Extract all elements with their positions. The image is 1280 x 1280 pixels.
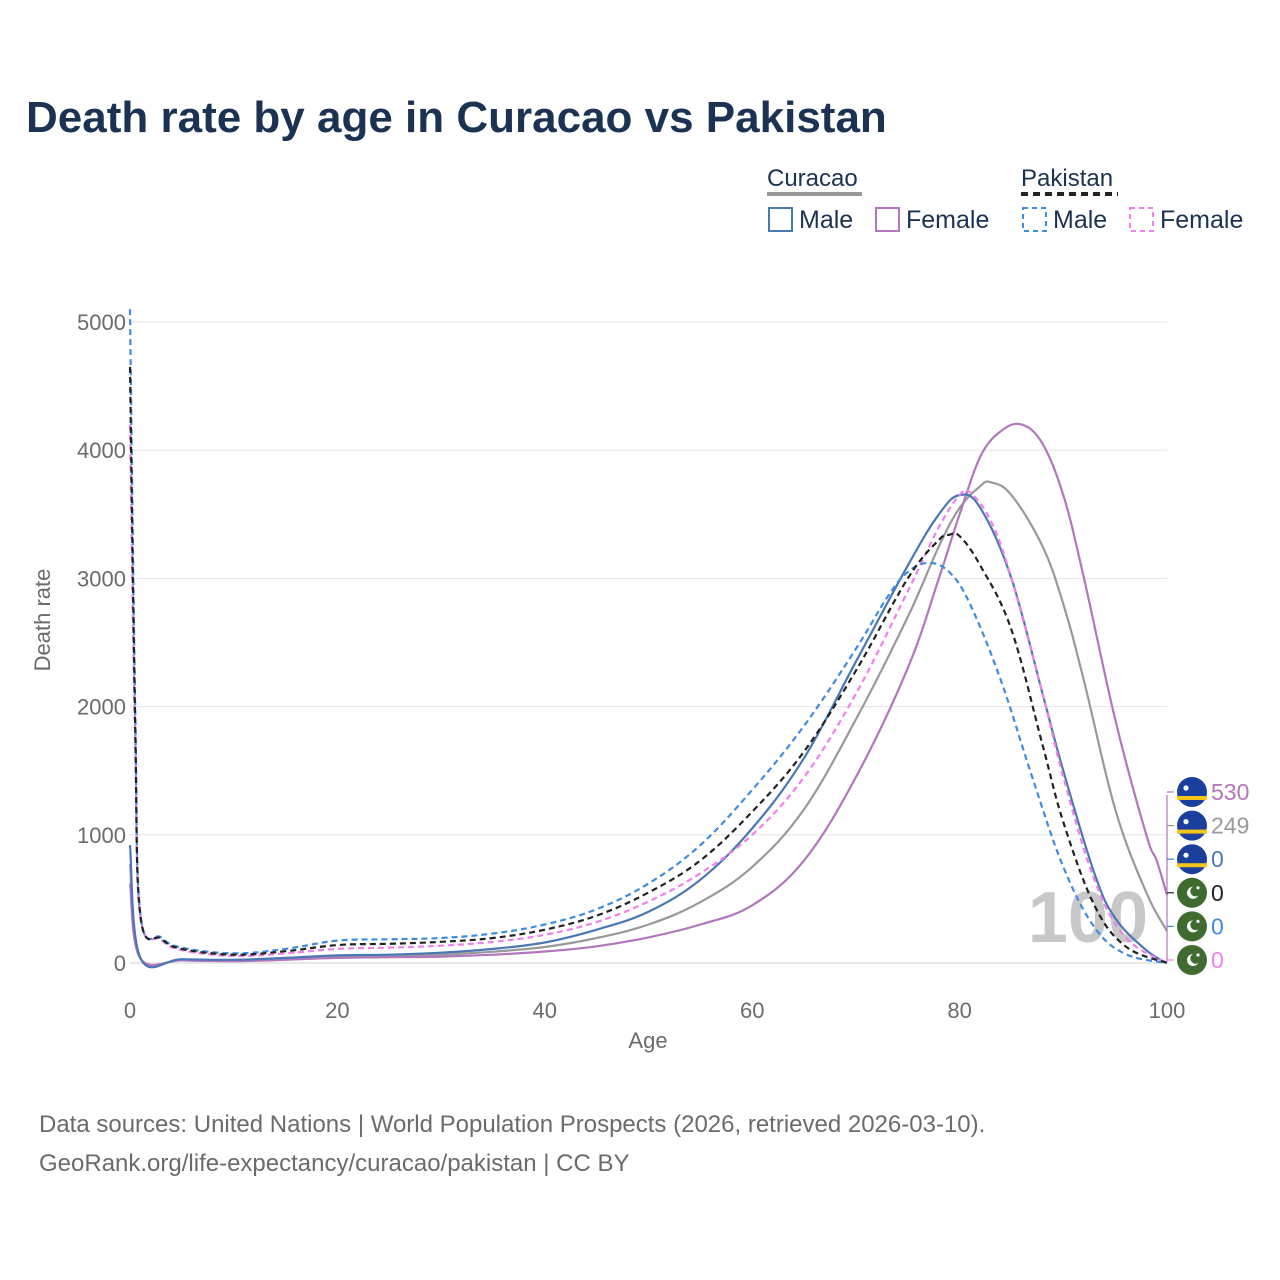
x-axis-label: Age — [628, 1028, 667, 1053]
source-line-2: GeoRank.org/life-expectancy/curacao/paki… — [39, 1150, 630, 1177]
end-label-value: 530 — [1211, 779, 1249, 805]
y-tick-label: 5000 — [77, 310, 126, 335]
chart-title: Death rate by age in Curacao vs Pakistan — [26, 93, 887, 142]
legend-curacao-female-swatch — [875, 207, 900, 232]
curacao-flag-icon — [1177, 810, 1207, 841]
x-tick-label: 80 — [947, 998, 971, 1023]
end-label-value: 0 — [1211, 846, 1224, 872]
end-label-value: 0 — [1211, 947, 1224, 973]
series-line-pak-male — [128, 309, 1168, 965]
series-line-cur-both — [128, 480, 1168, 968]
series-line-pak-female — [128, 424, 1168, 964]
y-tick-label: 4000 — [77, 438, 126, 463]
pakistan-flag-icon — [1177, 945, 1207, 975]
end-label-value: 0 — [1211, 913, 1224, 939]
x-tick-label: 20 — [325, 998, 349, 1023]
curacao-flag-icon — [1177, 844, 1207, 875]
legend-curacao-male-label: Male — [799, 206, 853, 234]
legend-pakistan-male-label: Male — [1053, 206, 1107, 234]
legend-group-curacao: Curacao — [767, 165, 858, 192]
y-axis-ticks: 0 1000 2000 3000 4000 5000 — [77, 310, 126, 976]
legend-pakistan-male-swatch — [1022, 207, 1047, 232]
legend-curacao-female-label: Female — [906, 206, 989, 234]
series-line-cur-male — [128, 493, 1168, 969]
series-lines — [128, 309, 1169, 969]
legend: Curacao Male Female Pakistan Male Female — [767, 165, 1243, 234]
series-line-pak-both — [128, 366, 1168, 965]
x-axis-ticks: 0 20 40 60 80 100 — [124, 998, 1185, 1023]
curacao-flag-icon — [1177, 777, 1207, 807]
y-axis-label: Death rate — [30, 569, 55, 672]
series-line-cur-female — [128, 422, 1169, 967]
grid — [130, 321, 1167, 964]
source-line-1: Data sources: United Nations | World Pop… — [39, 1111, 985, 1138]
end-label-value: 0 — [1211, 880, 1224, 906]
x-tick-label: 0 — [124, 998, 136, 1023]
y-tick-label: 0 — [114, 951, 126, 976]
y-tick-label: 3000 — [77, 566, 126, 591]
end-labels: 530 249 0 0 0 0 — [1166, 777, 1249, 975]
x-tick-label: 60 — [740, 998, 764, 1023]
legend-pakistan-female-label: Female — [1160, 206, 1243, 234]
end-label-value: 249 — [1211, 813, 1249, 839]
legend-pakistan-female-swatch — [1129, 207, 1154, 232]
legend-curacao-male-swatch — [768, 207, 793, 232]
pakistan-flag-icon — [1177, 911, 1207, 942]
y-tick-label: 1000 — [77, 823, 126, 848]
x-tick-label: 100 — [1149, 998, 1186, 1023]
pakistan-flag-icon — [1177, 877, 1207, 908]
legend-group-pakistan: Pakistan — [1021, 165, 1113, 192]
x-tick-label: 40 — [533, 998, 557, 1023]
y-tick-label: 2000 — [77, 695, 126, 720]
